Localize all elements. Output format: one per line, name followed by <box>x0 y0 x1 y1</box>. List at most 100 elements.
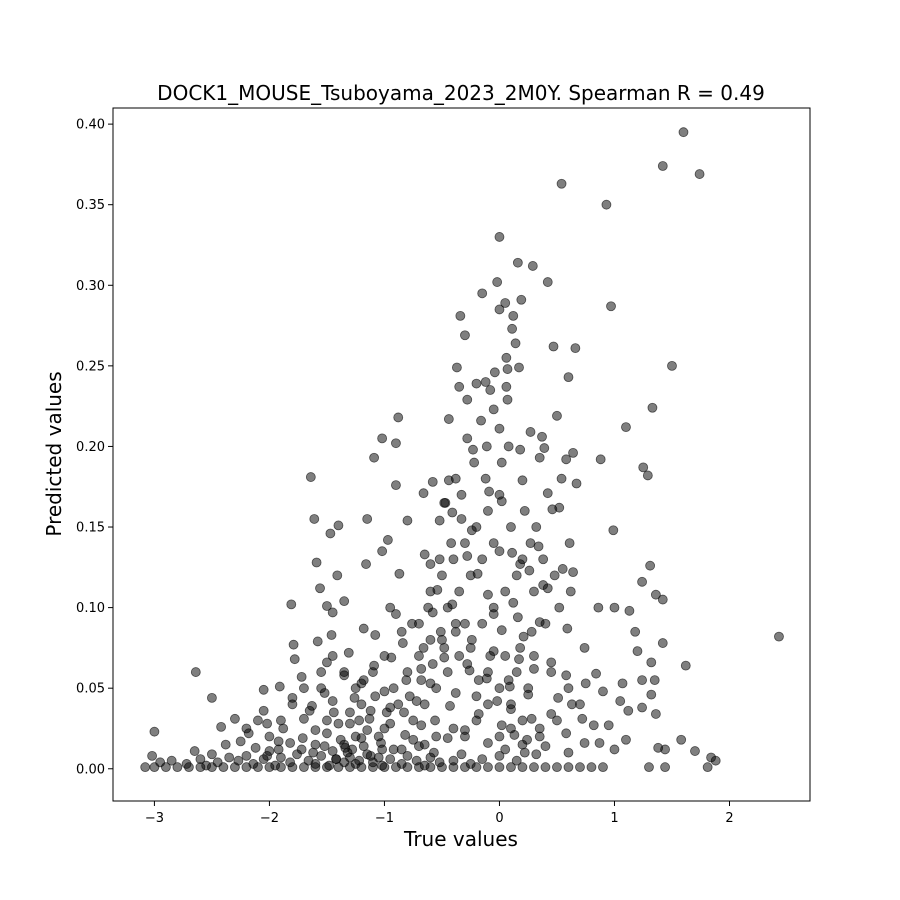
scatter-point-99 <box>645 560 656 571</box>
scatter-point-445 <box>431 731 442 742</box>
scatter-point-428 <box>316 667 327 677</box>
scatter-point-167 <box>296 672 307 682</box>
scatter-point-446 <box>419 739 430 750</box>
y-tick-label: 0.25 <box>76 359 105 374</box>
scatter-point-331 <box>483 762 493 773</box>
scatter-point-389 <box>465 570 476 581</box>
scatter-point-160 <box>190 667 201 677</box>
scatter-point-373 <box>511 570 522 581</box>
scatter-point-276 <box>710 755 721 766</box>
scatter-point-310 <box>241 762 252 773</box>
y-tick-label: 0.35 <box>76 198 105 213</box>
scatter-point-196 <box>258 705 269 716</box>
scatter-point-368 <box>454 651 465 661</box>
scatter-point-116 <box>508 597 519 608</box>
scatter-point-177 <box>379 686 390 697</box>
scatter-point-18 <box>460 330 470 341</box>
y-tick-label: 0.00 <box>76 762 105 777</box>
scatter-point-31 <box>501 381 512 392</box>
scatter-point-424 <box>388 683 399 694</box>
scatter-point-401 <box>506 699 516 710</box>
scatter-point-56 <box>534 452 545 463</box>
scatter-point-356 <box>385 718 396 729</box>
scatter-point-125 <box>512 612 523 623</box>
scatter-point-175 <box>258 684 269 695</box>
x-tick-label: 2 <box>725 811 733 826</box>
scatter-point-392 <box>500 651 511 661</box>
scatter-point-159 <box>529 663 539 674</box>
scatter-point-457 <box>342 747 353 758</box>
scatter-point-207 <box>577 713 588 724</box>
scatter-point-218 <box>534 723 545 734</box>
scatter-point-55 <box>539 443 550 453</box>
scatter-point-375 <box>437 570 447 581</box>
scatter-point-313 <box>276 762 286 773</box>
scatter-point-421 <box>396 626 407 637</box>
scatter-point-172 <box>617 678 628 689</box>
scatter-point-135 <box>326 630 337 640</box>
scatter-point-51 <box>494 423 505 434</box>
scatter-point-347 <box>362 725 373 735</box>
scatter-point-9 <box>492 277 503 287</box>
scatter-point-185 <box>349 692 360 703</box>
scatter-point-189 <box>615 696 626 706</box>
scatter-point-444 <box>575 699 585 710</box>
scatter-point-201 <box>650 709 661 719</box>
scatter-point-395 <box>402 667 413 677</box>
scatter-point-147 <box>343 647 354 658</box>
scatter-point-130 <box>435 626 446 637</box>
scatter-point-302 <box>149 762 160 773</box>
y-tick-label: 0.05 <box>76 682 105 697</box>
scatter-point-92 <box>533 541 544 552</box>
scatter-point-13 <box>500 298 511 308</box>
scatter-point-198 <box>399 707 409 718</box>
scatter-point-418 <box>554 602 565 613</box>
scatter-point-192 <box>445 701 455 711</box>
scatter-point-89 <box>419 549 430 560</box>
scatter-point-52 <box>468 444 478 455</box>
scatter-point-403 <box>529 651 539 661</box>
scatter-point-238 <box>310 739 321 750</box>
scatter-point-390 <box>477 554 488 565</box>
scatter-point-344 <box>702 762 713 773</box>
scatter-point-230 <box>676 734 687 745</box>
scatter-point-102 <box>394 568 405 579</box>
scatter-point-304 <box>172 762 183 773</box>
scatter-point-348 <box>333 718 344 729</box>
scatter-point-448 <box>396 744 407 755</box>
scatter-point-436 <box>471 715 482 726</box>
scatter-point-413 <box>423 602 434 613</box>
scatter-point-468 <box>404 691 415 702</box>
scatter-point-469 <box>416 675 427 686</box>
scatter-point-402 <box>517 715 528 726</box>
scatter-point-63 <box>391 480 401 491</box>
scatter-point-1 <box>657 161 668 171</box>
scatter-point-68 <box>571 478 582 489</box>
scatter-point-277 <box>166 755 177 766</box>
scatter-point-463 <box>273 744 284 755</box>
scatter-point-397 <box>437 634 447 645</box>
scatter-point-28 <box>563 372 574 383</box>
scatter-point-180 <box>553 692 564 703</box>
scatter-point-95 <box>462 551 473 561</box>
scatter-point-205 <box>430 715 440 726</box>
scatter-point-109 <box>483 589 493 600</box>
scatter-point-458 <box>331 754 342 764</box>
scatter-point-471 <box>439 643 450 653</box>
scatter-point-3 <box>556 178 567 189</box>
scatter-point-441 <box>534 731 545 742</box>
scatter-point-459 <box>319 741 330 752</box>
scatter-point-400 <box>494 683 505 694</box>
scatter-point-360 <box>310 725 321 735</box>
scatter-point-420 <box>385 602 396 613</box>
scatter-point-121 <box>327 607 338 618</box>
scatter-point-383 <box>529 586 539 597</box>
scatter-point-349 <box>345 707 355 718</box>
y-axis-title: Predicted values <box>42 371 66 536</box>
scatter-point-50 <box>595 454 606 465</box>
scatter-point-118 <box>609 602 620 613</box>
scatter-point-7 <box>527 261 538 271</box>
scatter-point-34 <box>462 394 473 405</box>
scatter-point-26 <box>502 364 513 374</box>
scatter-point-81 <box>434 515 445 526</box>
